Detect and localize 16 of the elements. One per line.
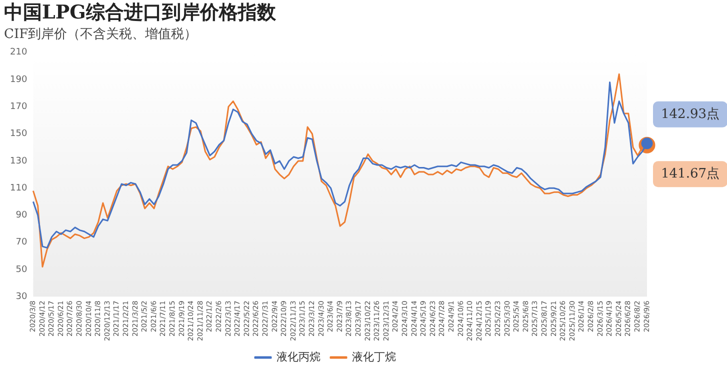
annotation: 142.93点	[661, 106, 720, 122]
y-tick-label: 30	[16, 292, 28, 302]
y-tick-label: 110	[10, 183, 28, 194]
legend-label: 液化丁烷	[352, 350, 396, 364]
y-tick-label: 50	[16, 264, 28, 275]
y-tick-label: 190	[10, 74, 28, 85]
chart-title: 中国LPG综合进口到岸价格指数	[4, 1, 277, 24]
y-tick-label: 150	[10, 129, 28, 140]
chart-subtitle: CIF到岸价（不含关税、增值税）	[4, 26, 198, 42]
y-tick-label: 70	[16, 238, 28, 248]
y-tick-label: 170	[10, 102, 28, 112]
y-tick-label: 210	[10, 48, 28, 58]
legend-label: 液化丙烷	[276, 350, 320, 364]
y-tick-label: 90	[16, 210, 28, 221]
y-tick-label: 130	[10, 156, 28, 166]
annotation: 141.67点	[661, 166, 720, 182]
